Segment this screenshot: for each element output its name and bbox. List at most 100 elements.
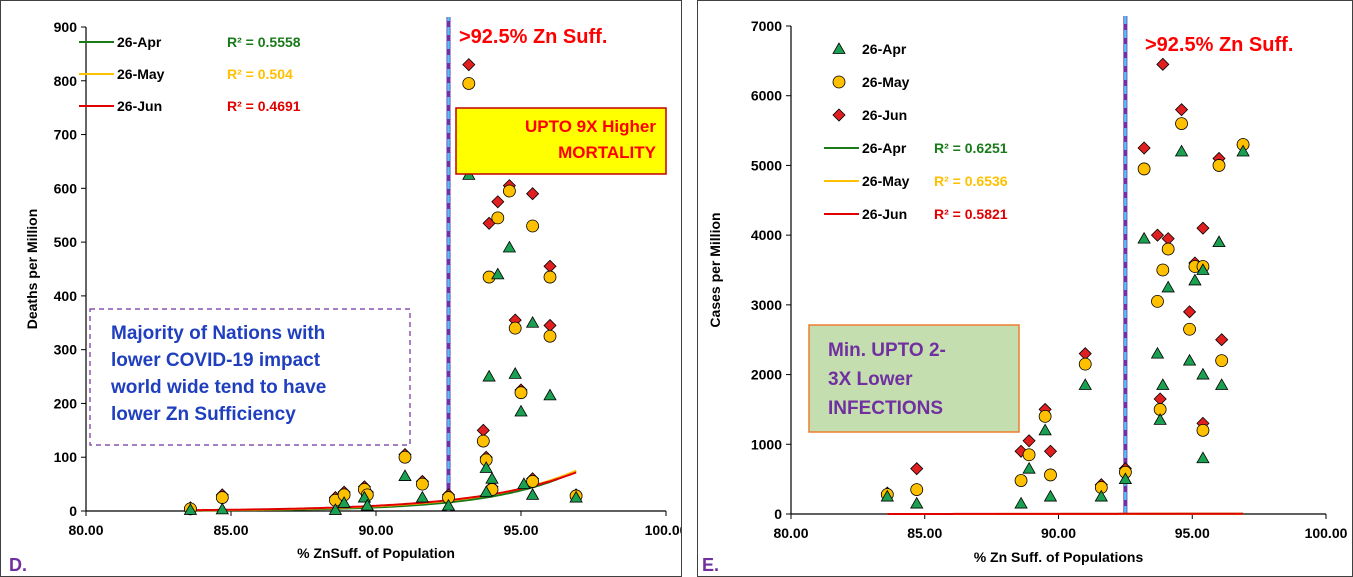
data-point-26-apr	[1153, 413, 1167, 425]
data-point-26-apr	[1150, 346, 1165, 359]
data-point-26-apr	[398, 469, 412, 481]
data-point-26-may	[1212, 159, 1226, 172]
data-point-26-jun	[910, 462, 924, 476]
y-tick-label: 3000	[751, 297, 782, 313]
mortality-callout-box	[455, 107, 667, 175]
deaths-scatter-chart: 0 100 200 300 400 500 600 700 800 900 80.00 85.00 90…	[9, 17, 681, 575]
data-point-26-jun	[491, 195, 505, 209]
x-tick-label: 95.00	[1175, 525, 1210, 541]
data-point-26-apr	[1212, 235, 1226, 248]
y-axis-label: Deaths per Million	[24, 209, 40, 330]
majority-callout-text: world wide tend to have	[110, 377, 326, 398]
data-point-26-may	[1183, 322, 1196, 336]
mortality-callout-text: UPTO 9X Higher	[525, 117, 656, 136]
data-point-26-jun	[476, 423, 490, 437]
data-point-26-apr	[183, 503, 198, 515]
y-tick-label: 700	[54, 127, 78, 143]
data-point-26-apr	[502, 240, 517, 253]
legend-label: 26-May	[117, 66, 165, 82]
x-tick-label: 100.00	[1305, 525, 1348, 541]
y-tick-label: 2000	[751, 367, 782, 383]
data-point-26-apr	[415, 490, 430, 503]
majority-callout-box	[89, 308, 411, 446]
y-tick-label: 0	[69, 503, 77, 519]
y-axis-label: Cases per Million	[707, 212, 723, 327]
data-point-26-may	[1156, 263, 1170, 277]
data-point-26-apr	[1094, 489, 1108, 502]
data-point-26-may	[1215, 354, 1229, 368]
data-point-26-apr	[1174, 144, 1189, 157]
data-point-26-may	[508, 321, 522, 335]
data-point-26-jun	[1156, 57, 1170, 71]
data-point-26-apr	[479, 461, 493, 473]
majority-callout-text: lower COVID-19 impact	[111, 350, 321, 371]
data-point-26-apr	[569, 490, 583, 503]
data-point-26-may	[1078, 357, 1092, 371]
data-point-26-may	[476, 434, 490, 448]
panel-label: D.	[9, 555, 27, 575]
legend-label: 26-May	[862, 173, 910, 189]
data-point-26-jun	[1043, 444, 1058, 458]
chart-panel-deaths: 0 100 200 300 400 500 600 700 800 900 80.00 85.00 90…	[0, 0, 682, 577]
data-point-26-apr	[910, 496, 924, 509]
legend-label: 26-Jun	[117, 98, 162, 114]
data-point-26-may	[1044, 468, 1057, 482]
data-point-26-apr	[1214, 378, 1229, 390]
data-point-26-may	[398, 450, 412, 464]
infections-callout-text: INFECTIONS	[828, 398, 943, 419]
data-point-26-may	[1022, 448, 1036, 462]
data-point-26-apr	[482, 369, 496, 382]
data-point-26-may	[1196, 423, 1210, 437]
y-tick-label: 100	[54, 449, 78, 465]
legend-label: 26-Jun	[862, 107, 907, 123]
data-point-26-may	[526, 219, 539, 233]
data-point-26-apr	[543, 388, 557, 401]
data-point-26-apr	[525, 315, 540, 328]
data-point-26-jun	[526, 187, 540, 201]
y-tick-label: 600	[54, 180, 78, 196]
data-point-26-apr	[491, 267, 505, 280]
data-point-26-may	[1014, 474, 1028, 487]
y-tick-label: 900	[54, 19, 78, 35]
x-tick-label: 85.00	[907, 525, 942, 541]
data-point-26-apr	[514, 404, 528, 417]
cases-scatter-chart: 0 1000 2000 3000 4000 5000 6000 7000 80.00 85.00 9…	[702, 16, 1348, 575]
data-point-26-may	[543, 329, 557, 343]
data-point-26-apr	[1196, 451, 1210, 464]
y-tick-label: 4000	[751, 227, 782, 243]
chart-panel-cases: 0 1000 2000 3000 4000 5000 6000 7000 80.00 85.00 9…	[697, 0, 1353, 577]
majority-callout-text: Majority of Nations with	[111, 323, 325, 344]
legend-marker-circle	[832, 75, 846, 89]
mortality-callout-text: MORTALITY	[558, 143, 657, 162]
data-point-26-may	[1151, 294, 1164, 308]
data-point-26-apr	[337, 496, 351, 508]
data-point-26-apr	[1161, 280, 1175, 293]
data-point-26-may	[1137, 162, 1151, 176]
legend-r2: R² = 0.5821	[934, 206, 1008, 222]
legend-r2: R² = 0.5558	[227, 34, 301, 50]
data-point-26-apr	[880, 489, 894, 502]
legend-marker-triangle	[832, 42, 846, 54]
majority-callout-text: lower Zn Sufficiency	[111, 404, 296, 425]
x-tick-label: 90.00	[358, 522, 393, 538]
y-tick-label: 800	[54, 73, 78, 89]
data-point-26-may	[1161, 242, 1175, 256]
data-point-26-jun	[1150, 228, 1165, 242]
data-point-26-may	[1038, 409, 1052, 423]
data-point-26-apr	[1182, 353, 1197, 366]
x-tick-label: 95.00	[503, 522, 538, 538]
data-point-26-apr	[441, 498, 456, 511]
data-point-26-may	[910, 483, 924, 497]
data-point-26-apr	[1196, 367, 1210, 380]
legend-r2: R² = 0.504	[227, 66, 293, 82]
data-point-26-jun	[543, 259, 557, 273]
x-tick-label: 90.00	[1041, 525, 1076, 541]
infections-callout-text: Min. UPTO 2-	[828, 340, 946, 361]
data-point-26-may	[1175, 117, 1188, 130]
data-point-26-apr	[1196, 263, 1210, 275]
y-tick-label: 7000	[751, 18, 782, 34]
y-tick-label: 6000	[751, 88, 782, 104]
x-axis-label: % Zn Suff. of Populations	[974, 549, 1144, 565]
legend-label: 26-Apr	[117, 34, 162, 50]
data-point-26-apr	[479, 485, 493, 498]
